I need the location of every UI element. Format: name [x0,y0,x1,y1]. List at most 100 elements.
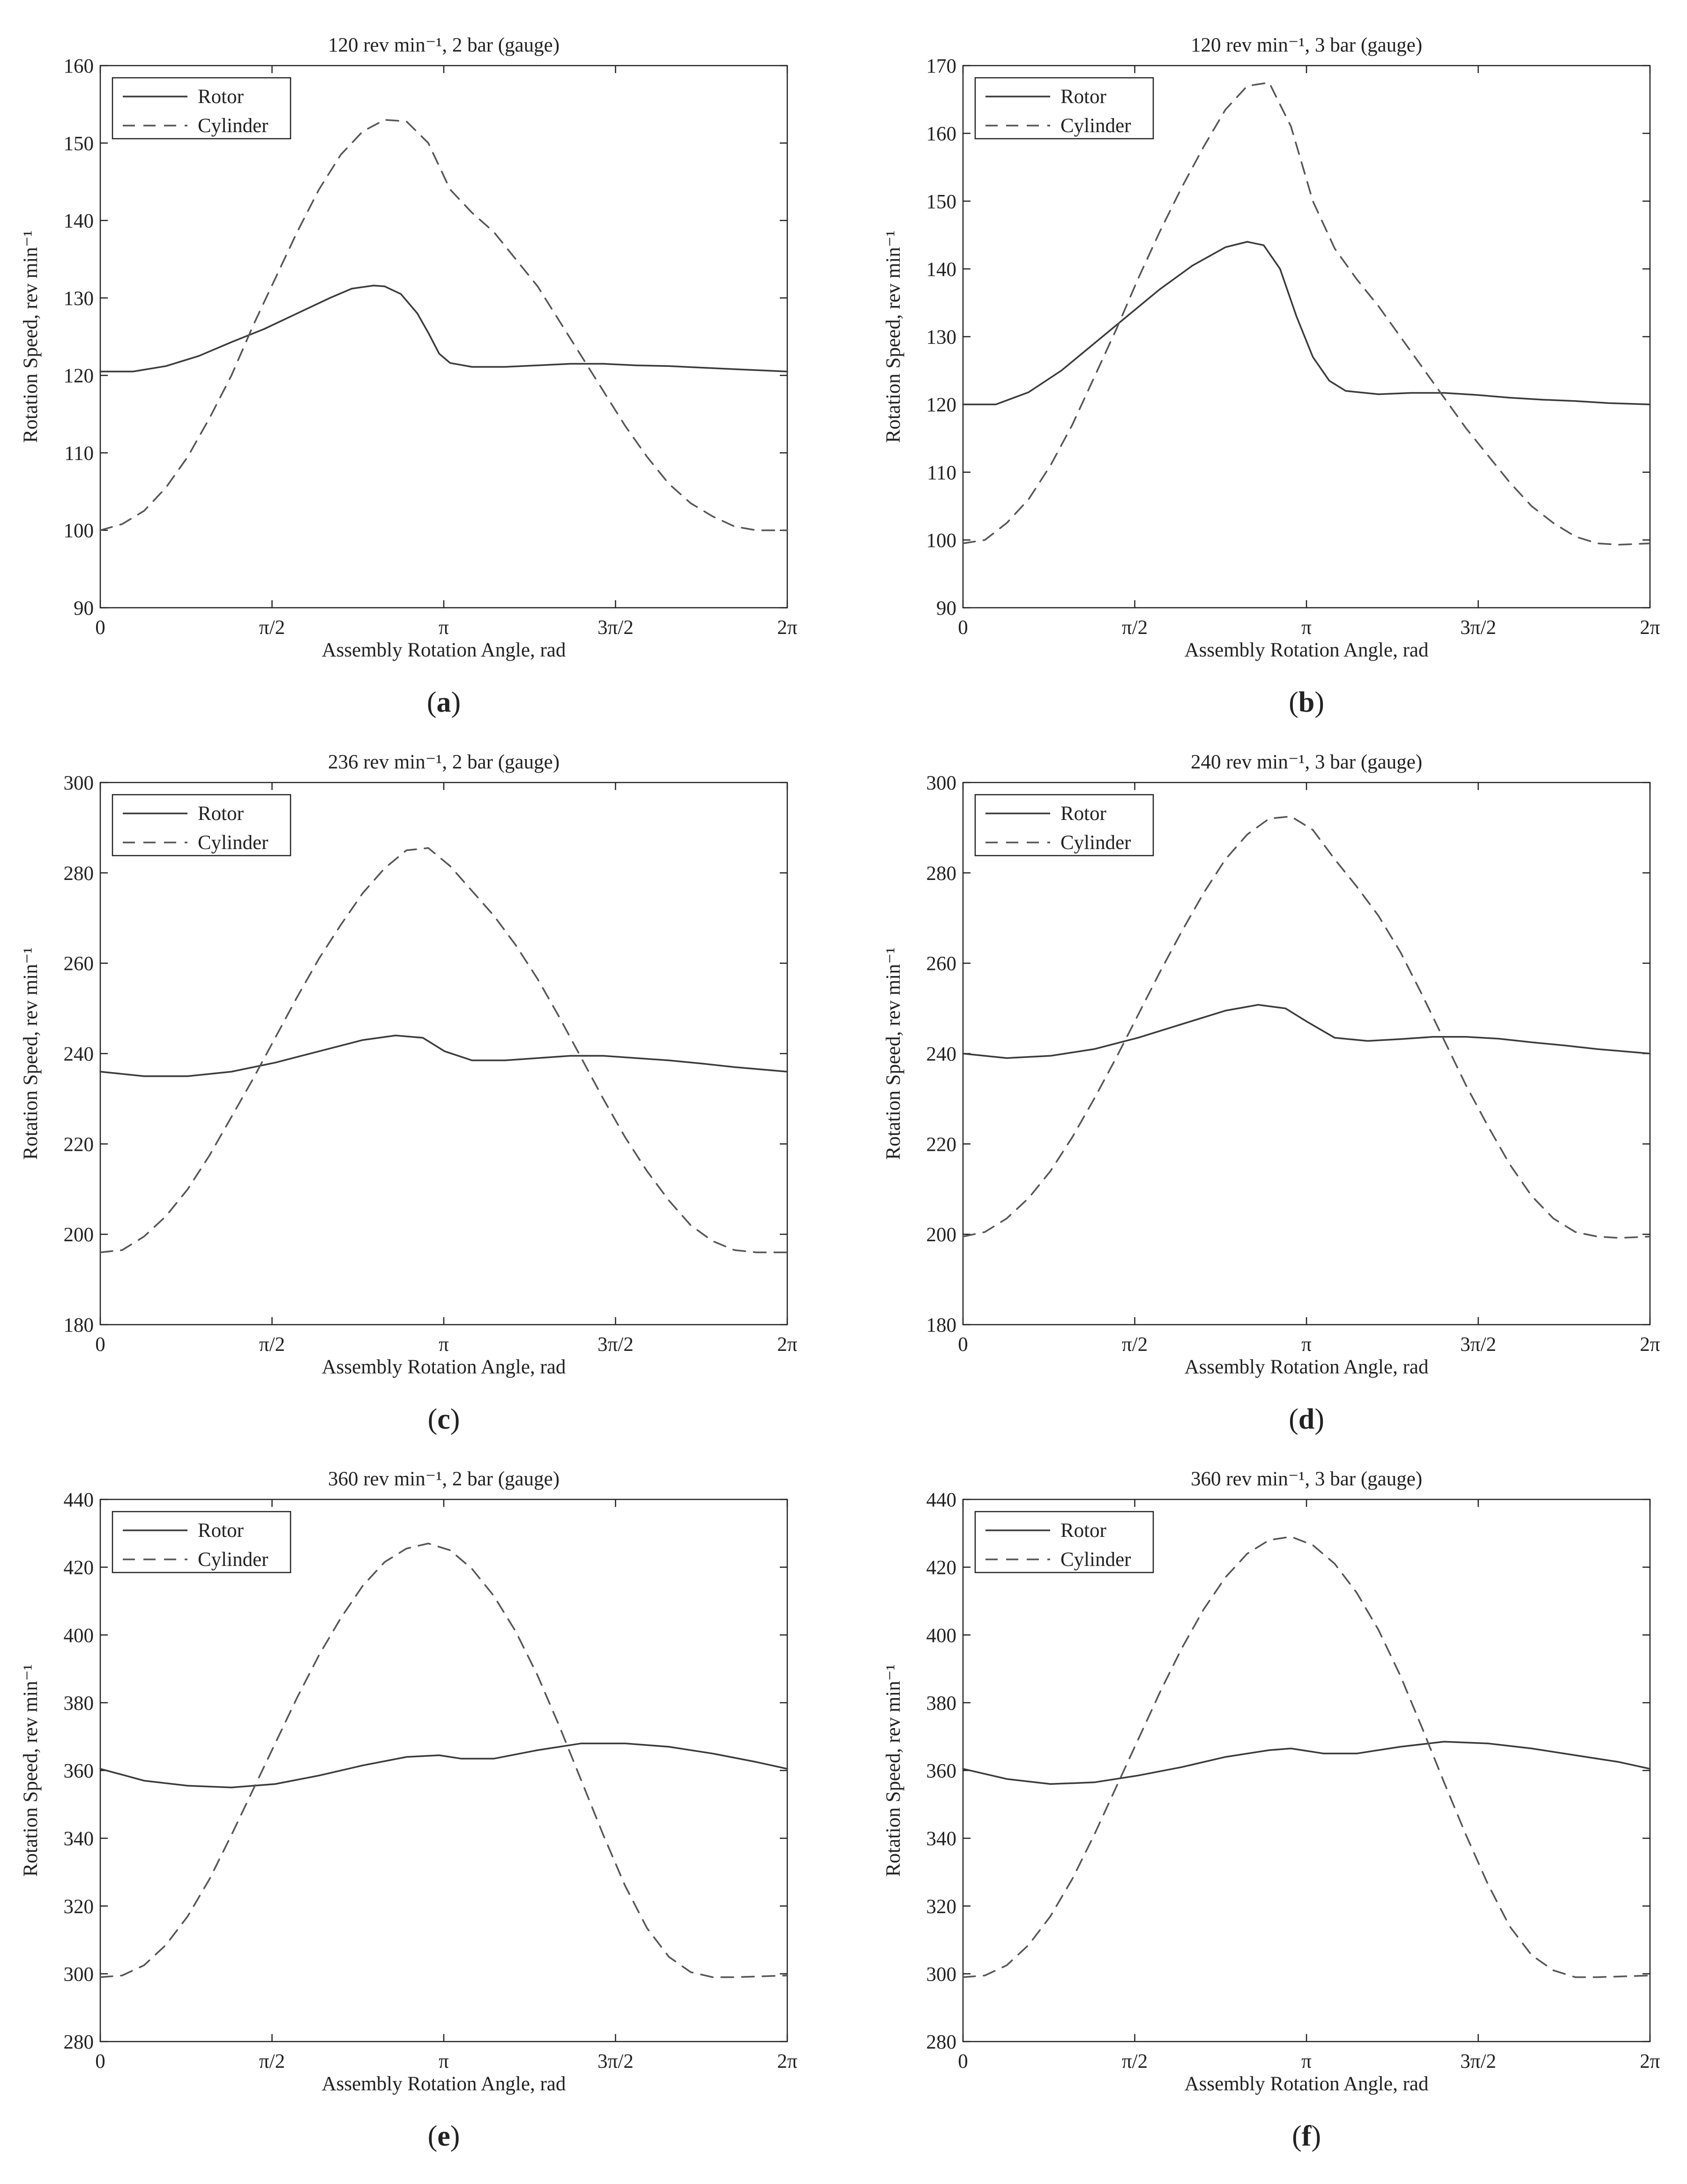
legend-label-cylinder: Cylinder [198,1549,268,1571]
x-tick-label: π [439,2050,449,2072]
series-line-rotor [962,1004,1651,1059]
panel-label: (f) [1292,2120,1321,2152]
series-line-rotor [99,1742,788,1789]
x-tick-label: 2π [777,617,798,639]
y-tick-label: 300 [926,1963,957,1985]
y-tick-label: 130 [926,327,957,349]
chart-panel-d: 240 rev min⁻¹, 3 bar (gauge) 180 200 220 240… [882,751,1660,1435]
x-tick-label: 0 [958,2050,968,2072]
x-tick-label: π/2 [1122,1334,1148,1356]
plot-frame [962,65,1651,609]
legend-label-rotor: Rotor [198,1520,244,1542]
x-tick-label: π [1301,2050,1312,2072]
chart-panel-b: 120 rev min⁻¹, 3 bar (gauge) 90 100 110 120 1… [882,34,1660,718]
y-tick-label: 260 [64,953,94,975]
y-tick-label: 280 [926,863,957,885]
legend-box [974,794,1154,857]
chart-panel-a: 120 rev min⁻¹, 2 bar (gauge) 90 100 110 120 1… [20,34,798,718]
chart-title: 120 rev min⁻¹, 2 bar (gauge) [328,34,560,56]
chart-title: 120 rev min⁻¹, 3 bar (gauge) [1191,34,1422,56]
y-axis-label: Rotation Speed, rev min⁻¹ [20,947,42,1160]
y-tick-label: 180 [64,1314,94,1336]
y-axis-label: Rotation Speed, rev min⁻¹ [882,947,904,1160]
x-tick-label: π/2 [259,1334,285,1356]
y-tick-label: 100 [926,529,957,552]
panel-label: (d) [1289,1403,1324,1435]
chart-panel-e: 360 rev min⁻¹, 2 bar (gauge) 280 300 320 340… [20,1468,798,2152]
y-tick-label: 100 [64,520,94,542]
series-line-cylinder [962,815,1651,1239]
y-axis-label: Rotation Speed, rev min⁻¹ [20,1664,42,1877]
y-tick-label: 160 [64,55,94,77]
x-tick-label: 3π/2 [597,617,634,639]
y-tick-label: 110 [64,442,94,464]
y-tick-label: 440 [64,1489,94,1511]
panel-label: (b) [1289,686,1324,718]
series-line-rotor [99,1035,788,1077]
y-tick-label: 300 [926,772,957,794]
x-tick-label: 3π/2 [597,2050,634,2072]
series-line-rotor [99,284,788,373]
x-tick-label: 2π [777,2050,798,2072]
legend-box [112,77,291,140]
y-tick-label: 220 [926,1133,957,1155]
legend-label-rotor: Rotor [1060,803,1106,825]
y-tick-label: 90 [74,597,94,619]
y-axis-label: Rotation Speed, rev min⁻¹ [20,231,42,443]
series-line-cylinder [962,82,1651,546]
y-tick-label: 110 [927,462,956,484]
plot-frame [99,65,788,609]
y-tick-label: 220 [64,1133,94,1155]
legend-label-cylinder: Cylinder [198,115,268,137]
series-line-rotor [962,1741,1651,1785]
x-axis-label: Assembly Rotation Angle, rad [322,1356,566,1378]
y-tick-label: 180 [926,1314,957,1336]
y-tick-label: 340 [64,1828,94,1850]
x-axis-label: Assembly Rotation Angle, rad [322,639,566,661]
legend-label-rotor: Rotor [198,803,244,825]
x-tick-label: π/2 [259,2050,285,2072]
x-tick-label: 0 [95,617,105,639]
x-tick-label: π/2 [1122,2050,1148,2072]
plot-frame [99,782,788,1326]
y-tick-label: 120 [64,365,94,387]
y-tick-label: 420 [926,1557,957,1579]
legend-label-rotor: Rotor [198,86,244,108]
y-tick-label: 140 [926,259,957,281]
chart-panel-c: 236 rev min⁻¹, 2 bar (gauge) 180 200 220 240… [20,751,798,1435]
y-tick-label: 150 [64,133,94,155]
legend-label-cylinder: Cylinder [1060,832,1131,854]
y-tick-label: 300 [64,1963,94,1985]
chart-title: 360 rev min⁻¹, 3 bar (gauge) [1191,1468,1422,1490]
panel-label: (a) [427,686,461,718]
y-tick-label: 440 [926,1489,957,1511]
y-tick-label: 240 [64,1044,94,1066]
y-axis-label: Rotation Speed, rev min⁻¹ [882,231,904,443]
y-tick-label: 120 [926,394,957,416]
series-line-cylinder [99,1543,788,1978]
series-line-cylinder [99,119,788,531]
chart-title: 236 rev min⁻¹, 2 bar (gauge) [328,751,560,773]
x-axis-label: Assembly Rotation Angle, rad [1185,639,1429,661]
y-tick-label: 320 [926,1896,957,1918]
x-tick-label: 2π [1640,617,1660,639]
chart-panel-f: 360 rev min⁻¹, 3 bar (gauge) 280 300 320 340… [882,1468,1660,2152]
x-tick-label: 0 [95,2050,105,2072]
legend-label-cylinder: Cylinder [1060,1549,1131,1571]
legend-box [974,1511,1154,1573]
y-tick-label: 160 [926,123,957,145]
x-tick-label: 0 [95,1334,105,1356]
legend-label-cylinder: Cylinder [1060,115,1131,137]
y-tick-label: 360 [64,1760,94,1782]
plot-frame [962,1498,1651,2042]
y-tick-label: 380 [926,1692,957,1714]
x-tick-label: 0 [958,617,968,639]
x-tick-label: π [1301,617,1312,639]
chart-title: 360 rev min⁻¹, 2 bar (gauge) [328,1468,560,1490]
x-tick-label: π/2 [259,617,285,639]
y-tick-label: 130 [64,288,94,310]
x-tick-label: 3π/2 [597,1334,634,1356]
y-tick-label: 260 [926,953,957,975]
legend-box [974,77,1154,140]
